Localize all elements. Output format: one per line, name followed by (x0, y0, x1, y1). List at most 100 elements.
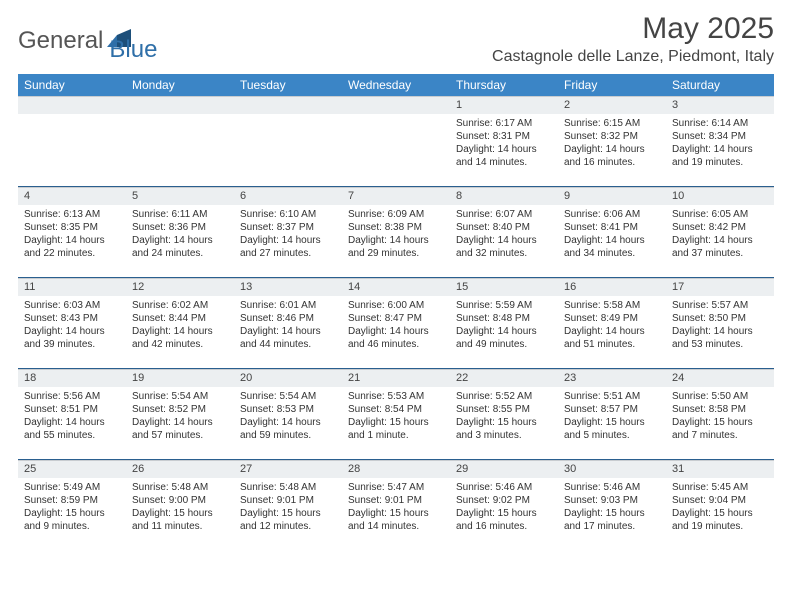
daylight: Daylight: 14 hours and 53 minutes. (672, 325, 768, 351)
day-detail: Sunrise: 5:56 AMSunset: 8:51 PMDaylight:… (18, 387, 126, 459)
sunrise: Sunrise: 6:11 AM (132, 208, 228, 221)
day-number: 7 (342, 187, 450, 205)
daylight: Daylight: 15 hours and 5 minutes. (564, 416, 660, 442)
dow-friday: Friday (558, 74, 666, 96)
sunrise: Sunrise: 6:10 AM (240, 208, 336, 221)
daylight: Daylight: 14 hours and 24 minutes. (132, 234, 228, 260)
day-number: 8 (450, 187, 558, 205)
day-detail: Sunrise: 5:52 AMSunset: 8:55 PMDaylight:… (450, 387, 558, 459)
daylight: Daylight: 15 hours and 16 minutes. (456, 507, 552, 533)
day-detail: Sunrise: 6:17 AMSunset: 8:31 PMDaylight:… (450, 114, 558, 186)
day-detail (234, 114, 342, 186)
daylight: Daylight: 14 hours and 22 minutes. (24, 234, 120, 260)
sunset: Sunset: 9:04 PM (672, 494, 768, 507)
day-number: 9 (558, 187, 666, 205)
header: General Blue May 2025 Castagnole delle L… (18, 12, 774, 66)
day-detail: Sunrise: 5:50 AMSunset: 8:58 PMDaylight:… (666, 387, 774, 459)
week-detail-row: Sunrise: 6:03 AMSunset: 8:43 PM Daylight:… (18, 296, 774, 368)
day-detail: Sunrise: 5:46 AMSunset: 9:02 PMDaylight:… (450, 478, 558, 550)
sunrise: Sunrise: 6:02 AM (132, 299, 228, 312)
sunset: Sunset: 8:42 PM (672, 221, 768, 234)
daylight: Daylight: 14 hours and 27 minutes. (240, 234, 336, 260)
daylight: Daylight: 14 hours and 59 minutes. (240, 416, 336, 442)
sunrise: Sunrise: 5:51 AM (564, 390, 660, 403)
sunset: Sunset: 8:43 PM (24, 312, 120, 325)
day-number (126, 96, 234, 114)
day-detail: Sunrise: 5:47 AMSunset: 9:01 PMDaylight:… (342, 478, 450, 550)
logo-text-2: Blue (109, 36, 157, 63)
daylight: Daylight: 15 hours and 12 minutes. (240, 507, 336, 533)
sunset: Sunset: 9:02 PM (456, 494, 552, 507)
sunset: Sunset: 8:52 PM (132, 403, 228, 416)
day-detail: Sunrise: 6:06 AMSunset: 8:41 PMDaylight:… (558, 205, 666, 277)
day-detail: Sunrise: 5:57 AMSunset: 8:50 PMDaylight:… (666, 296, 774, 368)
day-number: 12 (126, 278, 234, 296)
sunrise: Sunrise: 6:13 AM (24, 208, 120, 221)
sunrise: Sunrise: 5:54 AM (240, 390, 336, 403)
sunset: Sunset: 8:58 PM (672, 403, 768, 416)
daylight: Daylight: 14 hours and 32 minutes. (456, 234, 552, 260)
sunrise: Sunrise: 5:56 AM (24, 390, 120, 403)
day-number: 17 (666, 278, 774, 296)
sunset: Sunset: 8:59 PM (24, 494, 120, 507)
day-detail: Sunrise: 6:02 AMSunset: 8:44 PMDaylight:… (126, 296, 234, 368)
dow-monday: Monday (126, 74, 234, 96)
month-title: May 2025 (492, 12, 774, 46)
sunset: Sunset: 9:01 PM (348, 494, 444, 507)
day-number: 30 (558, 460, 666, 478)
daylight: Daylight: 14 hours and 46 minutes. (348, 325, 444, 351)
sunrise: Sunrise: 5:50 AM (672, 390, 768, 403)
day-number: 18 (18, 369, 126, 387)
sunrise: Sunrise: 6:14 AM (672, 117, 768, 130)
sunset: Sunset: 8:31 PM (456, 130, 552, 143)
daylight: Daylight: 14 hours and 49 minutes. (456, 325, 552, 351)
day-number: 13 (234, 278, 342, 296)
sunrise: Sunrise: 6:07 AM (456, 208, 552, 221)
sunset: Sunset: 8:54 PM (348, 403, 444, 416)
daylight: Daylight: 14 hours and 57 minutes. (132, 416, 228, 442)
sunset: Sunset: 8:41 PM (564, 221, 660, 234)
day-number: 24 (666, 369, 774, 387)
day-number: 6 (234, 187, 342, 205)
day-detail: Sunrise: 6:00 AMSunset: 8:47 PMDaylight:… (342, 296, 450, 368)
daylight: Daylight: 15 hours and 1 minute. (348, 416, 444, 442)
dow-saturday: Saturday (666, 74, 774, 96)
sunset: Sunset: 8:35 PM (24, 221, 120, 234)
sunrise: Sunrise: 6:05 AM (672, 208, 768, 221)
day-number: 5 (126, 187, 234, 205)
sunset: Sunset: 8:44 PM (132, 312, 228, 325)
day-number: 28 (342, 460, 450, 478)
calendar-page: General Blue May 2025 Castagnole delle L… (0, 0, 792, 612)
daylight: Daylight: 14 hours and 16 minutes. (564, 143, 660, 169)
day-detail: Sunrise: 6:09 AMSunset: 8:38 PMDaylight:… (342, 205, 450, 277)
sunrise: Sunrise: 5:47 AM (348, 481, 444, 494)
sunset: Sunset: 8:36 PM (132, 221, 228, 234)
location: Castagnole delle Lanze, Piedmont, Italy (492, 48, 774, 66)
day-number: 11 (18, 278, 126, 296)
day-number: 21 (342, 369, 450, 387)
dow-wednesday: Wednesday (342, 74, 450, 96)
sunrise: Sunrise: 6:15 AM (564, 117, 660, 130)
day-number: 27 (234, 460, 342, 478)
day-number: 31 (666, 460, 774, 478)
week-num-row: 11121314151617 (18, 277, 774, 296)
day-detail: Sunrise: 6:05 AMSunset: 8:42 PMDaylight:… (666, 205, 774, 277)
daylight: Daylight: 14 hours and 34 minutes. (564, 234, 660, 260)
week-num-row: 25262728293031 (18, 459, 774, 478)
sunrise: Sunrise: 5:46 AM (564, 481, 660, 494)
week-num-row: 123 (18, 96, 774, 114)
day-number (342, 96, 450, 114)
dow-tuesday: Tuesday (234, 74, 342, 96)
dow-thursday: Thursday (450, 74, 558, 96)
week-detail-row: Sunrise: 5:49 AMSunset: 8:59 PMDaylight:… (18, 478, 774, 550)
sunset: Sunset: 9:00 PM (132, 494, 228, 507)
day-number: 14 (342, 278, 450, 296)
sunrise: Sunrise: 6:03 AM (24, 299, 120, 312)
daylight: Daylight: 14 hours and 51 minutes. (564, 325, 660, 351)
sunrise: Sunrise: 5:45 AM (672, 481, 768, 494)
day-number (18, 96, 126, 114)
dow-sunday: Sunday (18, 74, 126, 96)
day-number: 3 (666, 96, 774, 114)
sunset: Sunset: 9:03 PM (564, 494, 660, 507)
day-detail: Sunrise: 6:01 AMSunset: 8:46 PMDaylight:… (234, 296, 342, 368)
